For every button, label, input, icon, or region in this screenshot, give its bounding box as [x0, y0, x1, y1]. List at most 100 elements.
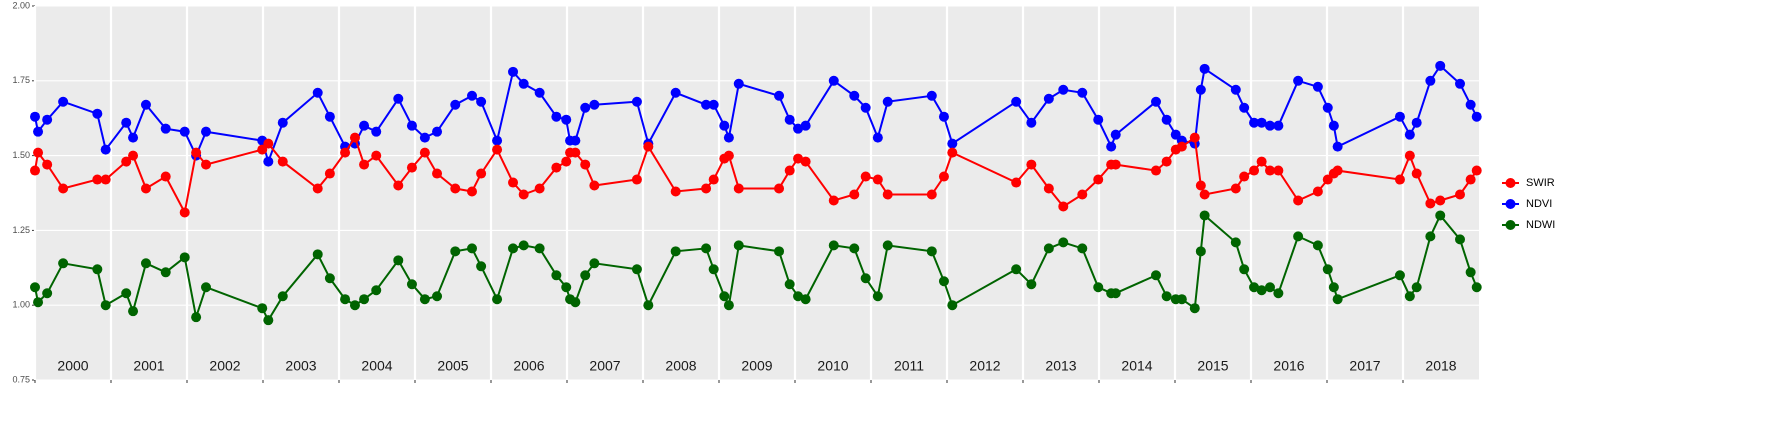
point [570, 135, 581, 146]
point [860, 171, 871, 182]
year-label: 2014 [1121, 358, 1152, 374]
point [1161, 291, 1172, 302]
point [1161, 156, 1172, 167]
point [1273, 165, 1284, 176]
point [324, 111, 335, 122]
year-label: 2010 [817, 358, 848, 374]
year-label: 2013 [1045, 358, 1076, 374]
point [938, 276, 949, 287]
point [179, 207, 190, 218]
point [1077, 87, 1088, 98]
point [324, 273, 335, 284]
point [1312, 186, 1323, 197]
point [257, 303, 268, 314]
point [1273, 120, 1284, 131]
point [670, 186, 681, 197]
point [872, 132, 883, 143]
point [1176, 294, 1187, 305]
point [100, 174, 111, 185]
point [938, 111, 949, 122]
point [774, 90, 785, 101]
point [263, 138, 274, 149]
point [1312, 240, 1323, 251]
point [30, 165, 40, 176]
point [1199, 210, 1210, 221]
point [589, 180, 600, 191]
point [643, 141, 654, 152]
point [1455, 234, 1465, 245]
point [1394, 174, 1405, 185]
point [1110, 288, 1121, 299]
point [589, 99, 600, 110]
point [1293, 231, 1304, 242]
year-label: 2004 [361, 358, 392, 374]
point [508, 243, 519, 254]
point [263, 156, 274, 167]
point [849, 189, 860, 200]
point [58, 96, 69, 107]
point [406, 162, 417, 173]
point [708, 264, 719, 275]
point [518, 189, 529, 200]
point [1332, 165, 1343, 176]
point [140, 183, 151, 194]
point [406, 120, 417, 131]
point [1011, 264, 1022, 275]
point [828, 75, 839, 86]
point [1332, 141, 1343, 152]
point [1230, 183, 1241, 194]
point [708, 174, 719, 185]
point [508, 177, 519, 188]
point [1195, 246, 1206, 257]
point [580, 102, 591, 113]
point [406, 279, 417, 290]
point [92, 108, 103, 119]
point [570, 297, 581, 308]
point [312, 183, 323, 194]
point [359, 120, 370, 131]
point [1026, 117, 1037, 128]
point [1273, 288, 1284, 299]
point [1043, 183, 1054, 194]
point [589, 258, 600, 269]
point [784, 165, 795, 176]
point [534, 243, 545, 254]
point [800, 156, 811, 167]
point [551, 111, 562, 122]
point [1256, 285, 1267, 296]
y-tick-label: 1.00 [12, 300, 30, 310]
point [1471, 111, 1482, 122]
point [450, 183, 461, 194]
point [1425, 75, 1436, 86]
point [30, 282, 40, 293]
point [701, 243, 712, 254]
point [860, 102, 871, 113]
point [277, 291, 288, 302]
point [1249, 165, 1260, 176]
point [580, 270, 591, 281]
point [561, 114, 572, 125]
y-tick-label: 1.50 [12, 150, 30, 160]
point [312, 87, 323, 98]
point [432, 291, 443, 302]
point [1394, 111, 1405, 122]
point [58, 183, 69, 194]
point [42, 288, 53, 299]
point [1239, 264, 1250, 275]
year-label: 2007 [589, 358, 620, 374]
point [324, 168, 335, 179]
point [1043, 93, 1054, 104]
point [277, 156, 288, 167]
legend-swatch [1505, 199, 1516, 209]
point [1110, 129, 1121, 140]
year-label: 2009 [741, 358, 772, 374]
point [1404, 291, 1415, 302]
point [191, 312, 202, 323]
point [723, 132, 734, 143]
point [312, 249, 323, 260]
point [800, 120, 811, 131]
point [371, 150, 382, 161]
point [733, 78, 744, 89]
point [140, 258, 151, 269]
year-label: 2003 [285, 358, 316, 374]
